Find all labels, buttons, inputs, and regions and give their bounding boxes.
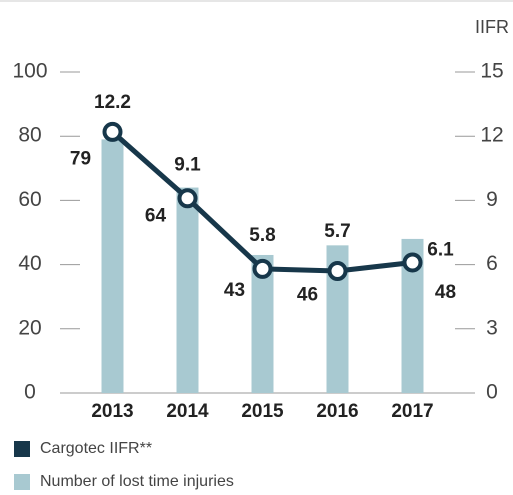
- bar-value-label: 46: [297, 284, 318, 305]
- y2-tick-label: 0: [486, 381, 498, 404]
- x-tick-label: 2013: [91, 401, 133, 422]
- bar-value-label: 64: [145, 206, 167, 227]
- y2-tick-label: 15: [480, 60, 503, 83]
- line-marker: [402, 252, 423, 273]
- line-value-label: 9.1: [174, 154, 201, 175]
- y-tick-label: 40: [18, 252, 41, 275]
- line-value-label: 12.2: [94, 92, 131, 113]
- y2-tick-label: 6: [486, 252, 498, 275]
- line-marker: [102, 121, 123, 142]
- x-tick-label: 2016: [316, 401, 358, 422]
- y-tick-label: 80: [18, 124, 41, 147]
- bar-value-label: 43: [224, 280, 245, 301]
- legend-swatch: [14, 441, 30, 457]
- line: [110, 130, 413, 274]
- y2-tick-label: 12: [480, 124, 503, 147]
- line-marker: [327, 261, 348, 282]
- line-marker: [252, 258, 273, 279]
- line-value-label: 5.8: [249, 225, 275, 246]
- y-tick-label: 20: [18, 316, 41, 339]
- line-marker: [177, 188, 198, 209]
- y2-tick-label: 3: [486, 316, 498, 339]
- y2-tick-label: 9: [486, 188, 498, 211]
- x-tick-label: 2017: [391, 401, 433, 422]
- bar: [176, 187, 199, 393]
- line-value-label: 5.7: [324, 221, 350, 242]
- x-tick-label: 2015: [241, 401, 284, 422]
- y-tick-label: 0: [24, 381, 36, 404]
- legend-label: Cargotec IIFR**: [40, 440, 152, 457]
- bar: [101, 139, 124, 393]
- y2-axis-label: IIFR: [475, 17, 509, 37]
- legend-swatch: [14, 474, 30, 490]
- bar-value-label: 79: [70, 148, 91, 169]
- legend-label: Number of lost time injuries: [40, 473, 234, 490]
- x-tick-label: 2014: [166, 401, 209, 422]
- y-tick-label: 100: [12, 60, 47, 83]
- y-tick-label: 60: [18, 188, 41, 211]
- bar: [326, 245, 349, 393]
- bar: [401, 238, 424, 393]
- line-value-label: 6.1: [427, 239, 454, 260]
- bar: [251, 254, 274, 393]
- bar-value-label: 48: [435, 282, 456, 303]
